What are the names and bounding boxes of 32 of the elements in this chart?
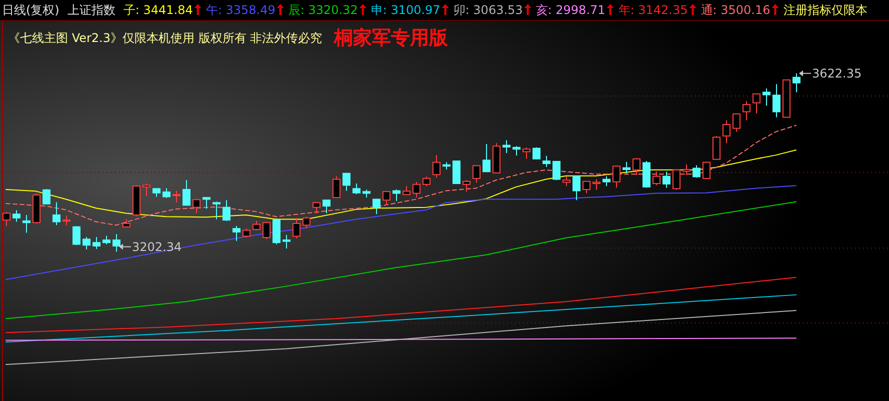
chart-title: 上证指数 [67, 3, 116, 17]
text: 3142.35 [638, 3, 688, 17]
text: 子: [123, 3, 144, 17]
text: 年: [618, 3, 638, 17]
text: 亥: [536, 3, 556, 17]
text: 3500.16 [720, 3, 770, 17]
candlestick [722, 120, 730, 144]
annotation: 3202.34 [132, 240, 182, 254]
candlestick [282, 234, 290, 250]
text: 申: [370, 3, 391, 17]
candlestick [502, 140, 510, 154]
text: 卯: [453, 3, 474, 17]
text: 日线(复权) [2, 3, 60, 17]
text: 注册指标仅限本 [783, 3, 868, 17]
text: 辰: [288, 3, 308, 17]
annotation: 《七线主图 Ver2.3》仅限本机使用 版权所有 非法外传必究 [8, 31, 322, 45]
text: 2998.71 [556, 3, 606, 17]
candlestick [622, 161, 630, 174]
candlestick [292, 217, 300, 239]
text: 3358.49 [226, 3, 276, 17]
candlestick [772, 84, 780, 118]
text: 通: [700, 3, 721, 17]
text: 3622.35 [812, 66, 862, 80]
text: 午: [206, 3, 226, 17]
text: 3100.97 [390, 3, 440, 17]
candlestick [22, 214, 30, 234]
text: 3063.53 [473, 3, 523, 17]
candlestick [682, 164, 690, 176]
annotation: 桐家军专用版 [333, 27, 450, 49]
text: 3441.84 [143, 3, 193, 17]
text: 3320.32 [308, 3, 358, 17]
candlestick [662, 171, 670, 188]
